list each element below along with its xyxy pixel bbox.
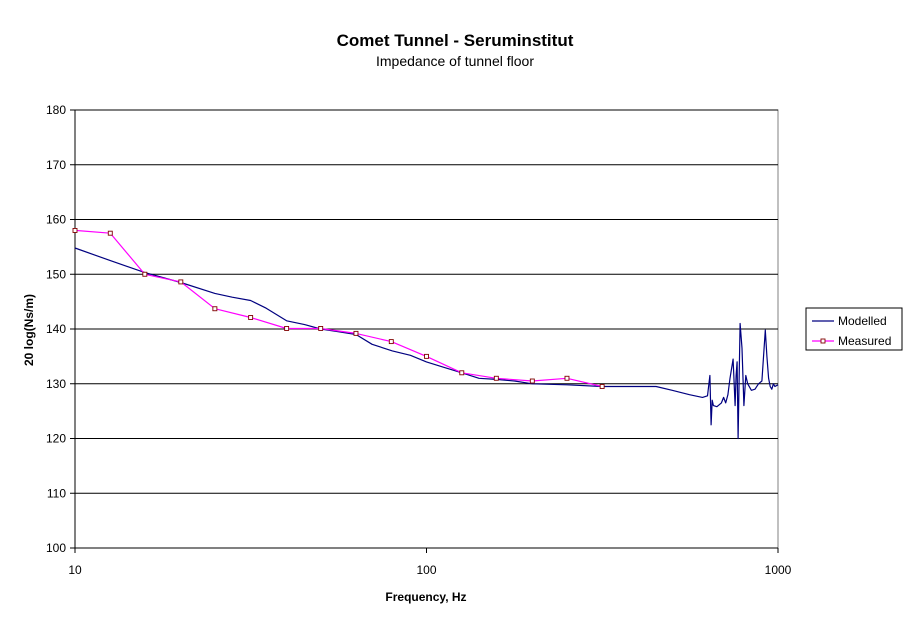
- legend-label-measured: Measured: [838, 334, 891, 348]
- data-point-measured: [459, 370, 465, 376]
- x-tick-labels: 10 100 1000: [68, 563, 791, 577]
- y-tick-label: 110: [47, 486, 66, 500]
- legend: Modelled Measured: [805, 307, 903, 351]
- grid-lines: [70, 109, 779, 553]
- data-point-measured: [212, 306, 218, 312]
- x-tick-label: 1000: [765, 563, 792, 577]
- legend-marker-measured: [820, 338, 826, 344]
- data-point-measured: [353, 330, 359, 336]
- y-tick-label: 140: [46, 322, 66, 336]
- y-tick-label: 170: [46, 158, 66, 172]
- data-point-measured: [529, 378, 535, 384]
- data-point-measured: [178, 279, 184, 285]
- y-tick-labels: 100 110 120 130 140 150 160 170 180: [46, 103, 66, 555]
- y-tick-label: 150: [46, 267, 66, 281]
- y-tick-label: 100: [46, 541, 66, 555]
- chart-subtitle: Impedance of tunnel floor: [376, 53, 534, 69]
- series-line-measured: [74, 229, 603, 388]
- data-point-measured: [318, 326, 324, 331]
- data-point-measured: [493, 375, 499, 381]
- data-point-measured: [142, 271, 148, 277]
- series-layer: [72, 227, 779, 440]
- legend-label-modelled: Modelled: [838, 314, 887, 328]
- y-tick-label: 160: [46, 213, 66, 227]
- data-point-measured: [564, 375, 570, 381]
- data-point-measured: [424, 353, 429, 359]
- data-point-measured: [72, 227, 78, 233]
- y-tick-label: 130: [46, 377, 66, 391]
- chart-title: Comet Tunnel - Seruminstitut: [337, 31, 574, 50]
- data-point-measured: [388, 339, 394, 345]
- data-point-measured: [284, 326, 290, 331]
- y-axis-title: 20 log(Ns/m): [22, 294, 36, 366]
- data-point-measured: [107, 230, 113, 236]
- y-tick-label: 180: [46, 103, 66, 117]
- y-tick-label: 120: [46, 432, 66, 446]
- data-point-measured: [248, 315, 254, 320]
- x-tick-label: 10: [68, 563, 82, 577]
- data-point-measured: [599, 384, 605, 389]
- x-tick-label: 100: [416, 563, 436, 577]
- x-axis-title: Frequency, Hz: [385, 590, 466, 604]
